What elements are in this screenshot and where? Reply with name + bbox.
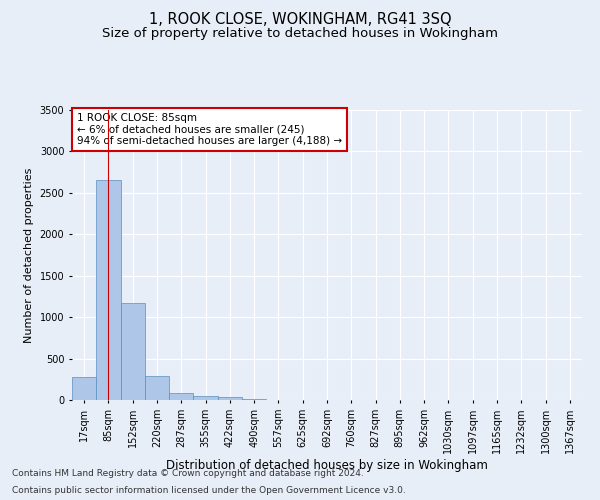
- Bar: [121, 304, 145, 400]
- Text: 1 ROOK CLOSE: 85sqm
← 6% of detached houses are smaller (245)
94% of semi-detach: 1 ROOK CLOSE: 85sqm ← 6% of detached hou…: [77, 113, 342, 146]
- Bar: [242, 399, 266, 400]
- X-axis label: Distribution of detached houses by size in Wokingham: Distribution of detached houses by size …: [166, 458, 488, 471]
- Text: Contains public sector information licensed under the Open Government Licence v3: Contains public sector information licen…: [12, 486, 406, 495]
- Bar: [169, 392, 193, 400]
- Text: Size of property relative to detached houses in Wokingham: Size of property relative to detached ho…: [102, 28, 498, 40]
- Bar: [145, 376, 169, 400]
- Y-axis label: Number of detached properties: Number of detached properties: [24, 168, 34, 342]
- Bar: [193, 396, 218, 400]
- Text: 1, ROOK CLOSE, WOKINGHAM, RG41 3SQ: 1, ROOK CLOSE, WOKINGHAM, RG41 3SQ: [149, 12, 451, 28]
- Bar: [96, 180, 121, 400]
- Text: Contains HM Land Registry data © Crown copyright and database right 2024.: Contains HM Land Registry data © Crown c…: [12, 468, 364, 477]
- Bar: [218, 396, 242, 400]
- Bar: [72, 377, 96, 400]
